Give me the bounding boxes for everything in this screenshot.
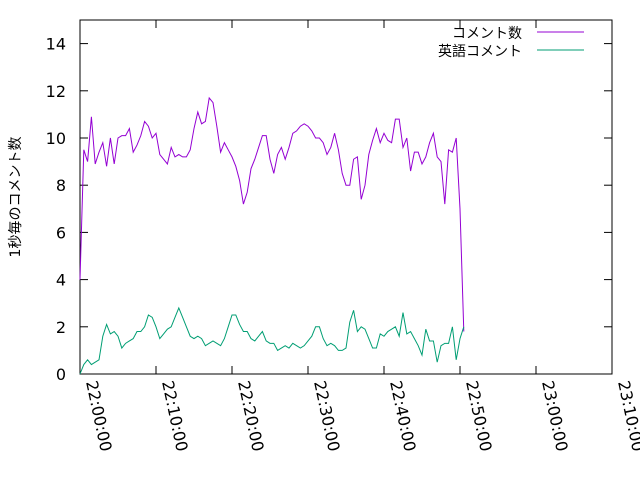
y-tick-label-0: 0 xyxy=(56,365,66,384)
y-tick-label-4: 8 xyxy=(56,176,66,195)
y-tick-label-3: 6 xyxy=(56,223,66,242)
legend-label-0: コメント数 xyxy=(452,26,522,42)
series-lines xyxy=(79,96,465,375)
y-axis-label: 1秒毎のコメント数 xyxy=(8,137,24,258)
y-tick-label-7: 14 xyxy=(46,35,66,54)
y-axis-ticks: 0 2 4 6 8 10 12 14 xyxy=(46,35,612,384)
y-tick-label-2: 4 xyxy=(56,271,66,290)
legend-label-1: 英語コメント xyxy=(438,43,522,60)
y-tick-label-6: 12 xyxy=(46,82,66,101)
series-line-1 xyxy=(79,306,465,375)
y-tick-label-1: 2 xyxy=(56,318,66,337)
y-tick-label-5: 10 xyxy=(46,129,66,148)
series-line-0 xyxy=(79,96,465,332)
plot-frame xyxy=(79,19,613,375)
